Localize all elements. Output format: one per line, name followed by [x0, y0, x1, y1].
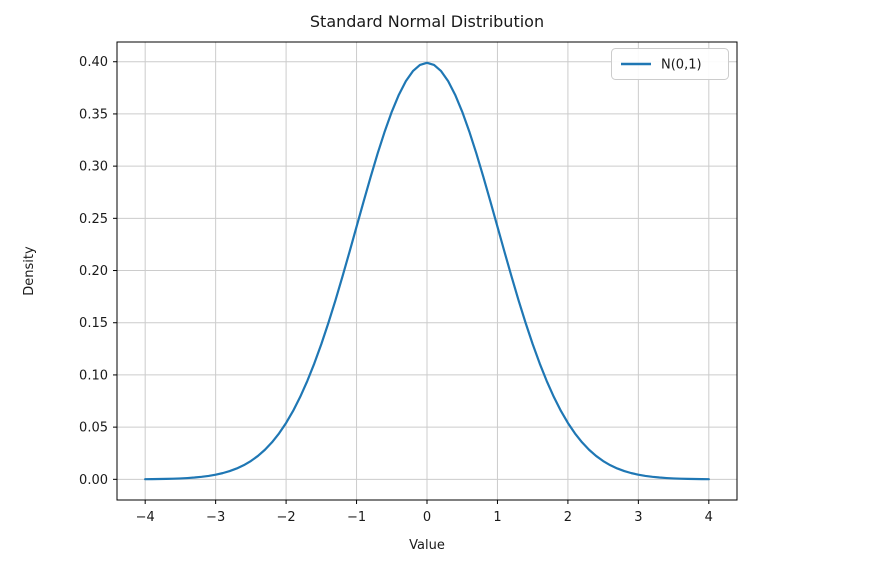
x-tick-label: 2: [564, 510, 572, 525]
grid-layer: [117, 42, 737, 500]
x-tick-label: 1: [493, 510, 501, 525]
y-tick-label: 0.05: [79, 421, 108, 436]
chart-title: Standard Normal Distribution: [310, 12, 544, 31]
legend-label: N(0,1): [661, 58, 702, 73]
series-layer: [144, 61, 710, 481]
y-axis-label: Density: [22, 246, 37, 296]
legend-box: [611, 48, 729, 80]
tick-label-layer: −4 −3 −2 −1 0 1 2 3 4 0.00 0.05 0.10 0.15 0.20 0.25 0.3…: [79, 55, 713, 525]
x-tick-label: 0: [423, 510, 431, 525]
legend: N(0,1): [611, 48, 729, 80]
y-tick-label: 0.35: [79, 107, 108, 122]
y-tick-label: 0.25: [79, 212, 108, 227]
x-tick-label: −3: [206, 510, 225, 525]
y-tick-label: 0.40: [79, 55, 108, 70]
x-tick-label: −1: [347, 510, 366, 525]
y-tick-label: 0.20: [79, 264, 108, 279]
data-curve: [144, 61, 710, 481]
x-tick-label: −2: [277, 510, 296, 525]
y-tick-label: 0.00: [79, 473, 108, 488]
x-tick-label: −4: [136, 510, 155, 525]
axes-layer: [113, 41, 738, 504]
y-tick-label: 0.10: [79, 368, 108, 383]
x-tick-label: 3: [634, 510, 642, 525]
x-axis-label: Value: [409, 538, 445, 553]
y-tick-label: 0.15: [79, 316, 108, 331]
x-tick-label: 4: [705, 510, 713, 525]
y-tick-label: 0.30: [79, 160, 108, 175]
